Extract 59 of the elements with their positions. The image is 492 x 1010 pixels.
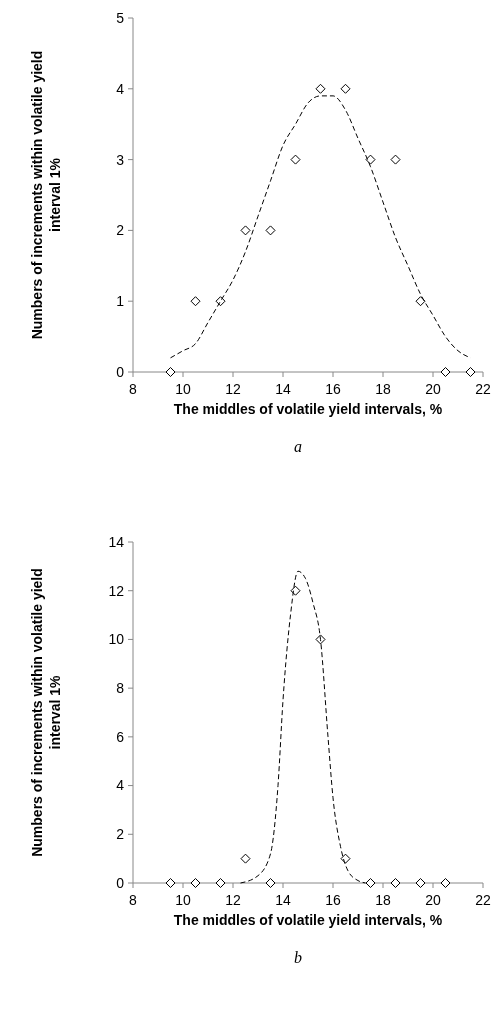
y-tick-label: 0 <box>116 363 125 380</box>
point <box>240 853 251 864</box>
point <box>315 83 326 94</box>
y-tick-label: 1 <box>116 293 125 310</box>
y-tick-label: 3 <box>116 151 125 168</box>
y-tick-label: 2 <box>116 826 125 843</box>
x-tick-label: 20 <box>425 892 441 908</box>
y-tick-label: 2 <box>116 222 125 239</box>
y-tick-label: 0 <box>116 874 125 891</box>
y-tick-label: 5 <box>116 9 125 26</box>
x-tick-label: 8 <box>129 892 138 908</box>
point <box>190 296 201 307</box>
x-tick-label: 16 <box>325 892 341 908</box>
y-tick-label: 4 <box>116 777 125 794</box>
point <box>415 878 426 888</box>
x-tick-label: 18 <box>375 381 391 397</box>
x-tick-label: 14 <box>275 892 291 908</box>
point <box>215 878 226 888</box>
point <box>365 154 376 165</box>
point <box>190 878 201 888</box>
text: b <box>294 949 302 966</box>
text: a <box>294 438 302 455</box>
point <box>265 225 276 236</box>
y-tick-label: 10 <box>108 631 125 648</box>
y-axis-title: Numbers of increments within volatile yield interval 1% <box>29 50 63 340</box>
x-tick-label: 10 <box>175 892 191 908</box>
point <box>365 878 376 888</box>
point <box>165 878 176 888</box>
point <box>440 367 451 377</box>
point <box>340 83 351 94</box>
point <box>415 296 426 307</box>
x-tick-label: 22 <box>475 381 491 397</box>
x-tick-label: 12 <box>225 892 241 908</box>
point <box>465 367 476 377</box>
point <box>290 585 301 596</box>
x-tick-label: 20 <box>425 381 441 397</box>
y-tick-label: 6 <box>116 728 125 745</box>
y-tick-label: 12 <box>108 582 125 599</box>
point <box>390 154 401 165</box>
x-tick-label: 10 <box>175 381 191 397</box>
point <box>290 154 301 165</box>
x-axis-title: The middles of volatile yield intervals, % <box>173 401 443 417</box>
point <box>165 367 176 377</box>
point <box>340 853 351 864</box>
x-tick-label: 12 <box>225 381 241 397</box>
x-axis-title: The middles of volatile yield intervals, % <box>173 912 443 928</box>
point <box>240 225 251 236</box>
y-tick-label: 14 <box>108 533 125 550</box>
y-axis-title: Numbers of increments within volatile yield interval 1% <box>29 568 63 857</box>
x-tick-label: 16 <box>325 381 341 397</box>
x-tick-label: 14 <box>275 381 291 397</box>
x-tick-label: 22 <box>475 892 491 908</box>
x-tick-label: 18 <box>375 892 391 908</box>
y-tick-label: 8 <box>116 680 125 697</box>
point <box>440 878 451 888</box>
point <box>390 878 401 888</box>
point <box>265 878 276 888</box>
y-tick-label: 4 <box>116 80 125 97</box>
x-tick-label: 8 <box>129 381 138 397</box>
